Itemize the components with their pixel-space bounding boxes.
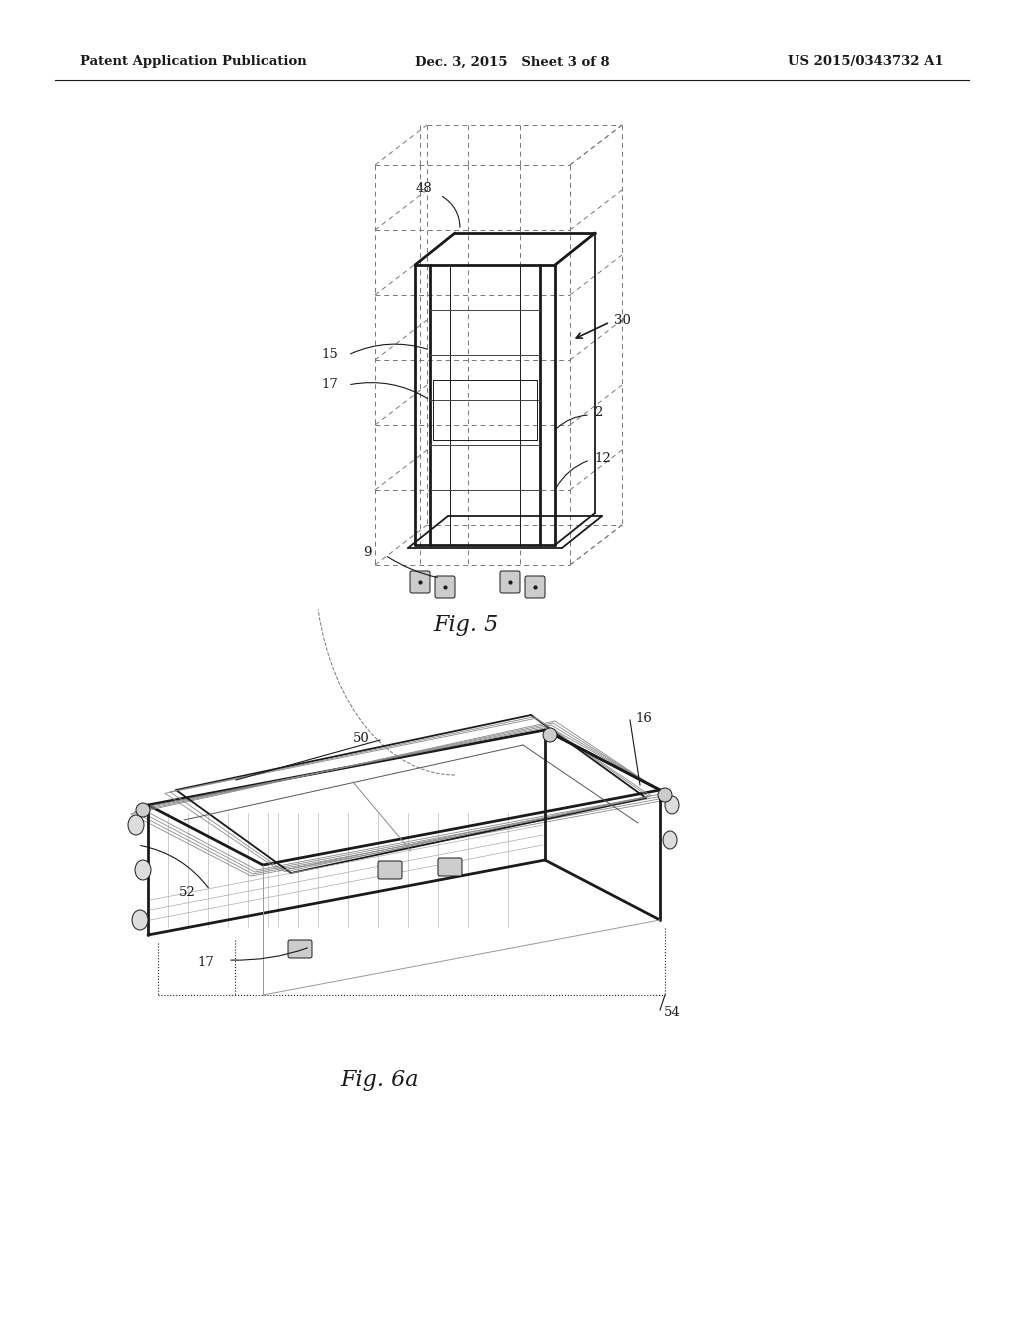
FancyBboxPatch shape	[500, 572, 520, 593]
Ellipse shape	[663, 832, 677, 849]
Text: 16: 16	[635, 711, 652, 725]
Text: 52: 52	[179, 886, 196, 899]
Text: 50: 50	[353, 731, 370, 744]
Text: 9: 9	[364, 546, 372, 560]
Text: Fig. 5: Fig. 5	[433, 614, 499, 636]
Ellipse shape	[665, 796, 679, 814]
Ellipse shape	[128, 814, 144, 836]
Text: 15: 15	[322, 348, 338, 362]
Text: 12: 12	[594, 451, 610, 465]
Text: US 2015/0343732 A1: US 2015/0343732 A1	[788, 55, 944, 69]
Text: 17: 17	[322, 379, 338, 392]
Text: Fig. 6a: Fig. 6a	[341, 1069, 419, 1092]
Ellipse shape	[132, 909, 148, 931]
FancyBboxPatch shape	[288, 940, 312, 958]
Text: 48: 48	[416, 181, 432, 194]
FancyBboxPatch shape	[525, 576, 545, 598]
Circle shape	[543, 729, 557, 742]
Text: Patent Application Publication: Patent Application Publication	[80, 55, 307, 69]
Text: 54: 54	[664, 1006, 681, 1019]
Text: Dec. 3, 2015   Sheet 3 of 8: Dec. 3, 2015 Sheet 3 of 8	[415, 55, 609, 69]
Ellipse shape	[135, 861, 151, 880]
Text: 17: 17	[198, 956, 214, 969]
FancyBboxPatch shape	[438, 858, 462, 876]
Circle shape	[136, 803, 150, 817]
Circle shape	[658, 788, 672, 803]
FancyBboxPatch shape	[378, 861, 402, 879]
FancyBboxPatch shape	[435, 576, 455, 598]
FancyBboxPatch shape	[410, 572, 430, 593]
Text: 30: 30	[614, 314, 631, 326]
Text: 2: 2	[594, 407, 602, 420]
